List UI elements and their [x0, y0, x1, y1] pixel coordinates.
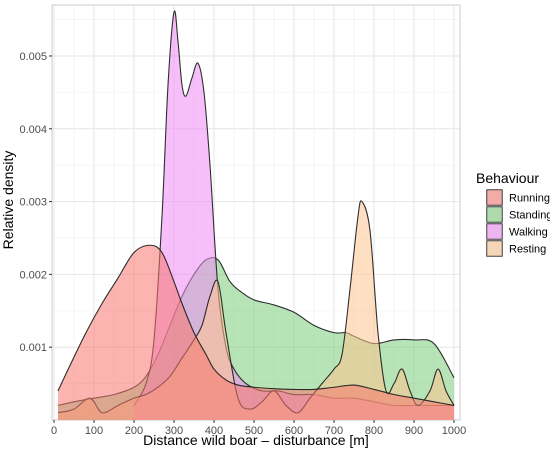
y-tick-label: 0.001: [19, 342, 47, 354]
legend-label-walking: Walking: [509, 227, 548, 239]
area-resting: [58, 200, 454, 420]
legend-key-running: [486, 189, 503, 206]
legend-label-resting: Resting: [509, 244, 546, 256]
y-tick-label: 0.005: [19, 51, 47, 63]
y-axis-ticks: 0.001 0.002 0.003 0.004 0.005: [19, 51, 52, 354]
density-areas: [57, 10, 455, 420]
x-tick-label: 700: [325, 425, 343, 437]
x-tick-label: 0: [51, 425, 57, 437]
x-tick-label: 100: [85, 425, 103, 437]
x-tick-label: 900: [405, 425, 423, 437]
x-axis-title: Distance wild boar – disturbance [m]: [143, 432, 369, 448]
legend-title: Behaviour: [476, 170, 539, 186]
x-tick-label: 300: [165, 425, 183, 437]
legend-label-standing: Standing: [509, 210, 550, 222]
x-tick-label: 200: [125, 425, 143, 437]
legend-key-standing: [486, 206, 503, 223]
x-tick-label: 600: [285, 425, 303, 437]
x-tick-label: 400: [205, 425, 223, 437]
area-running: [58, 245, 454, 420]
y-tick-label: 0.004: [19, 124, 47, 136]
y-axis-title: Relative density: [0, 151, 16, 250]
x-axis-ticks: 0 100 200 300 400 500 600 700 800 900 1000: [51, 420, 466, 437]
legend-key-resting: [486, 240, 503, 257]
legend-key-walking: [486, 223, 503, 240]
line-running: [57, 244, 455, 406]
legend: Behaviour Running Standing Walking Resting: [476, 170, 550, 257]
legend-label-running: Running: [509, 193, 550, 205]
x-tick-label: 800: [365, 425, 383, 437]
x-tick-label: 500: [245, 425, 263, 437]
y-tick-label: 0.002: [19, 269, 47, 281]
y-tick-label: 0.003: [19, 197, 47, 209]
x-tick-label: 1000: [442, 425, 466, 437]
